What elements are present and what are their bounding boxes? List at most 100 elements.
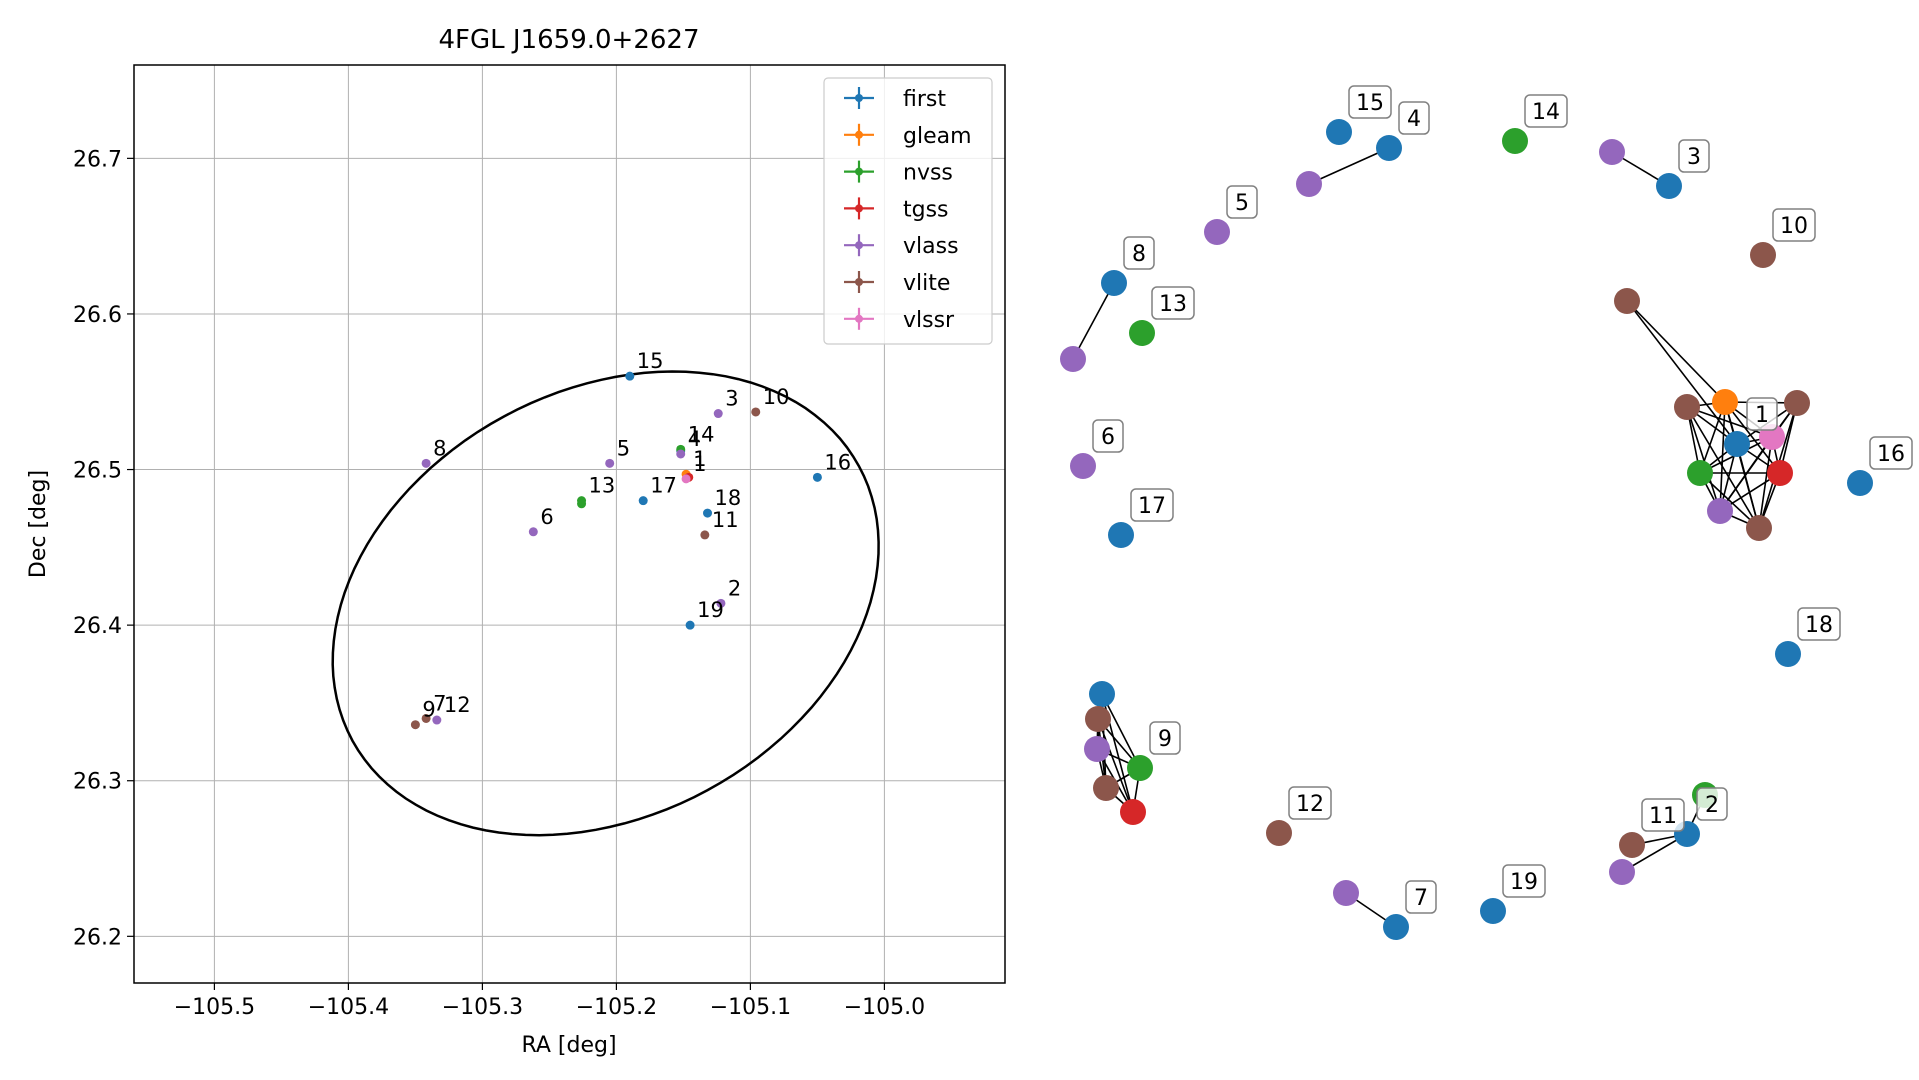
network-node-first: [1775, 641, 1801, 667]
node-label: 7: [1405, 880, 1437, 914]
node-label-text: 4: [1407, 107, 1421, 132]
network-edge: [1686, 406, 1721, 512]
node-label-text: 15: [1356, 91, 1384, 116]
node-label-text: 9: [1158, 727, 1172, 752]
node-label-text: 5: [1235, 191, 1249, 216]
point-vlass: [676, 449, 686, 459]
node-label: 13: [1151, 286, 1195, 320]
network-node-vlass: [1204, 219, 1230, 245]
x-ticks: −105.5 −105.4 −105.3 −105.2 −105.1 −105.0: [174, 983, 925, 1020]
legend-item-first: first: [844, 87, 946, 112]
node-label-box: [1130, 488, 1174, 522]
point-annotation: 19: [697, 598, 724, 622]
point-annotation: 3: [725, 387, 738, 411]
node-label: 8: [1123, 236, 1155, 270]
node-label-box: [1524, 94, 1568, 128]
node-label: 16: [1869, 436, 1913, 470]
network-node-vlite: [1093, 775, 1119, 801]
node-label-text: 3: [1687, 145, 1701, 170]
x-tick-label: −105.5: [174, 995, 255, 1020]
node-label-box: [1092, 419, 1124, 453]
node-label-box: [1149, 721, 1181, 755]
point-first: [812, 472, 822, 482]
network-node-first: [1383, 914, 1409, 940]
network-edge: [1736, 443, 1760, 529]
node-label-text: 10: [1780, 214, 1808, 239]
point-vlass: [713, 409, 723, 419]
node-label-text: 18: [1805, 613, 1833, 638]
node-label: 19: [1502, 864, 1546, 898]
legend-label: tgss: [903, 197, 949, 222]
node-label: 11: [1641, 798, 1685, 832]
node-label-box: [1641, 798, 1685, 832]
node-label-text: 19: [1510, 870, 1538, 895]
network-edge: [1626, 300, 1738, 445]
network-edge: [1724, 401, 1781, 474]
point-vlass: [432, 715, 442, 725]
point-vlass: [716, 598, 726, 608]
y-ticks: 26.2 26.3 26.4 26.5 26.6 26.7: [73, 147, 134, 950]
network-node-vlass: [1070, 453, 1096, 479]
y-tick-label: 26.5: [73, 459, 122, 484]
node-label-text: 8: [1132, 242, 1146, 267]
point-annotation: 9: [422, 698, 435, 722]
point-annotation: 2: [728, 576, 741, 600]
network-node-first: [1089, 681, 1115, 707]
network-node-first: [1480, 898, 1506, 924]
network-edge: [1699, 472, 1760, 529]
node-label-text: 2: [1705, 793, 1719, 818]
legend-item-nvss: nvss: [844, 160, 953, 186]
point-annotation: 4: [688, 427, 701, 451]
point-annotation: 8: [433, 436, 446, 460]
y-tick-label: 26.3: [73, 770, 122, 795]
y-tick-label: 26.4: [73, 614, 122, 639]
network-node-tgss: [1120, 799, 1146, 825]
chart-title: 4FGL J1659.0+2627: [439, 25, 700, 55]
point-vlite: [700, 530, 710, 540]
network-edge: [1072, 282, 1115, 360]
legend-marker-dot: [855, 167, 863, 176]
node-label: 14: [1524, 94, 1568, 128]
point-first: [685, 620, 695, 630]
node-label-text: 6: [1101, 425, 1115, 450]
node-label-text: 7: [1414, 886, 1428, 911]
point-vlite: [751, 407, 761, 417]
network-edge: [1686, 406, 1773, 438]
node-label-text: 16: [1877, 442, 1905, 467]
network-node-gleam: [1712, 389, 1738, 415]
legend-label: vlass: [903, 234, 959, 259]
node-label: 12: [1288, 786, 1332, 820]
legend-label: vlssr: [903, 308, 955, 333]
node-label-box: [1398, 101, 1430, 135]
point-annotation: 16: [824, 450, 851, 474]
network-node-nvss: [1502, 128, 1528, 154]
legend-marker-dot: [855, 314, 863, 323]
point-annotation: 10: [763, 385, 790, 409]
node-label-box: [1696, 787, 1728, 821]
ellipse-layer: [331, 370, 880, 837]
node-label-box: [1746, 397, 1778, 431]
network-node-first: [1656, 173, 1682, 199]
x-tick-label: −105.1: [710, 995, 791, 1020]
x-axis-label: RA [deg]: [521, 1033, 616, 1058]
point-first: [703, 508, 713, 518]
y-tick-label: 26.2: [73, 925, 122, 950]
network-node-vlite: [1085, 706, 1111, 732]
node-label-text: 17: [1138, 494, 1166, 519]
node-label-box: [1288, 786, 1332, 820]
node-label: 1: [1746, 397, 1778, 431]
node-label-box: [1869, 436, 1913, 470]
node-label: 15: [1348, 85, 1392, 119]
legend-marker-dot: [855, 278, 863, 286]
legend-label: nvss: [903, 161, 953, 186]
legend: first gleam nvss tgss vlass vlite vlssr: [823, 77, 993, 345]
point-annotation: 11: [712, 508, 739, 532]
legend-item-gleam: gleam: [844, 123, 972, 149]
network-node-vlite: [1614, 288, 1640, 314]
node-label-text: 12: [1296, 792, 1324, 817]
point-annotation: 7: [433, 691, 446, 715]
network-node-vlass: [1609, 859, 1635, 885]
legend-label: gleam: [903, 124, 972, 149]
network-node-first: [1376, 135, 1402, 161]
